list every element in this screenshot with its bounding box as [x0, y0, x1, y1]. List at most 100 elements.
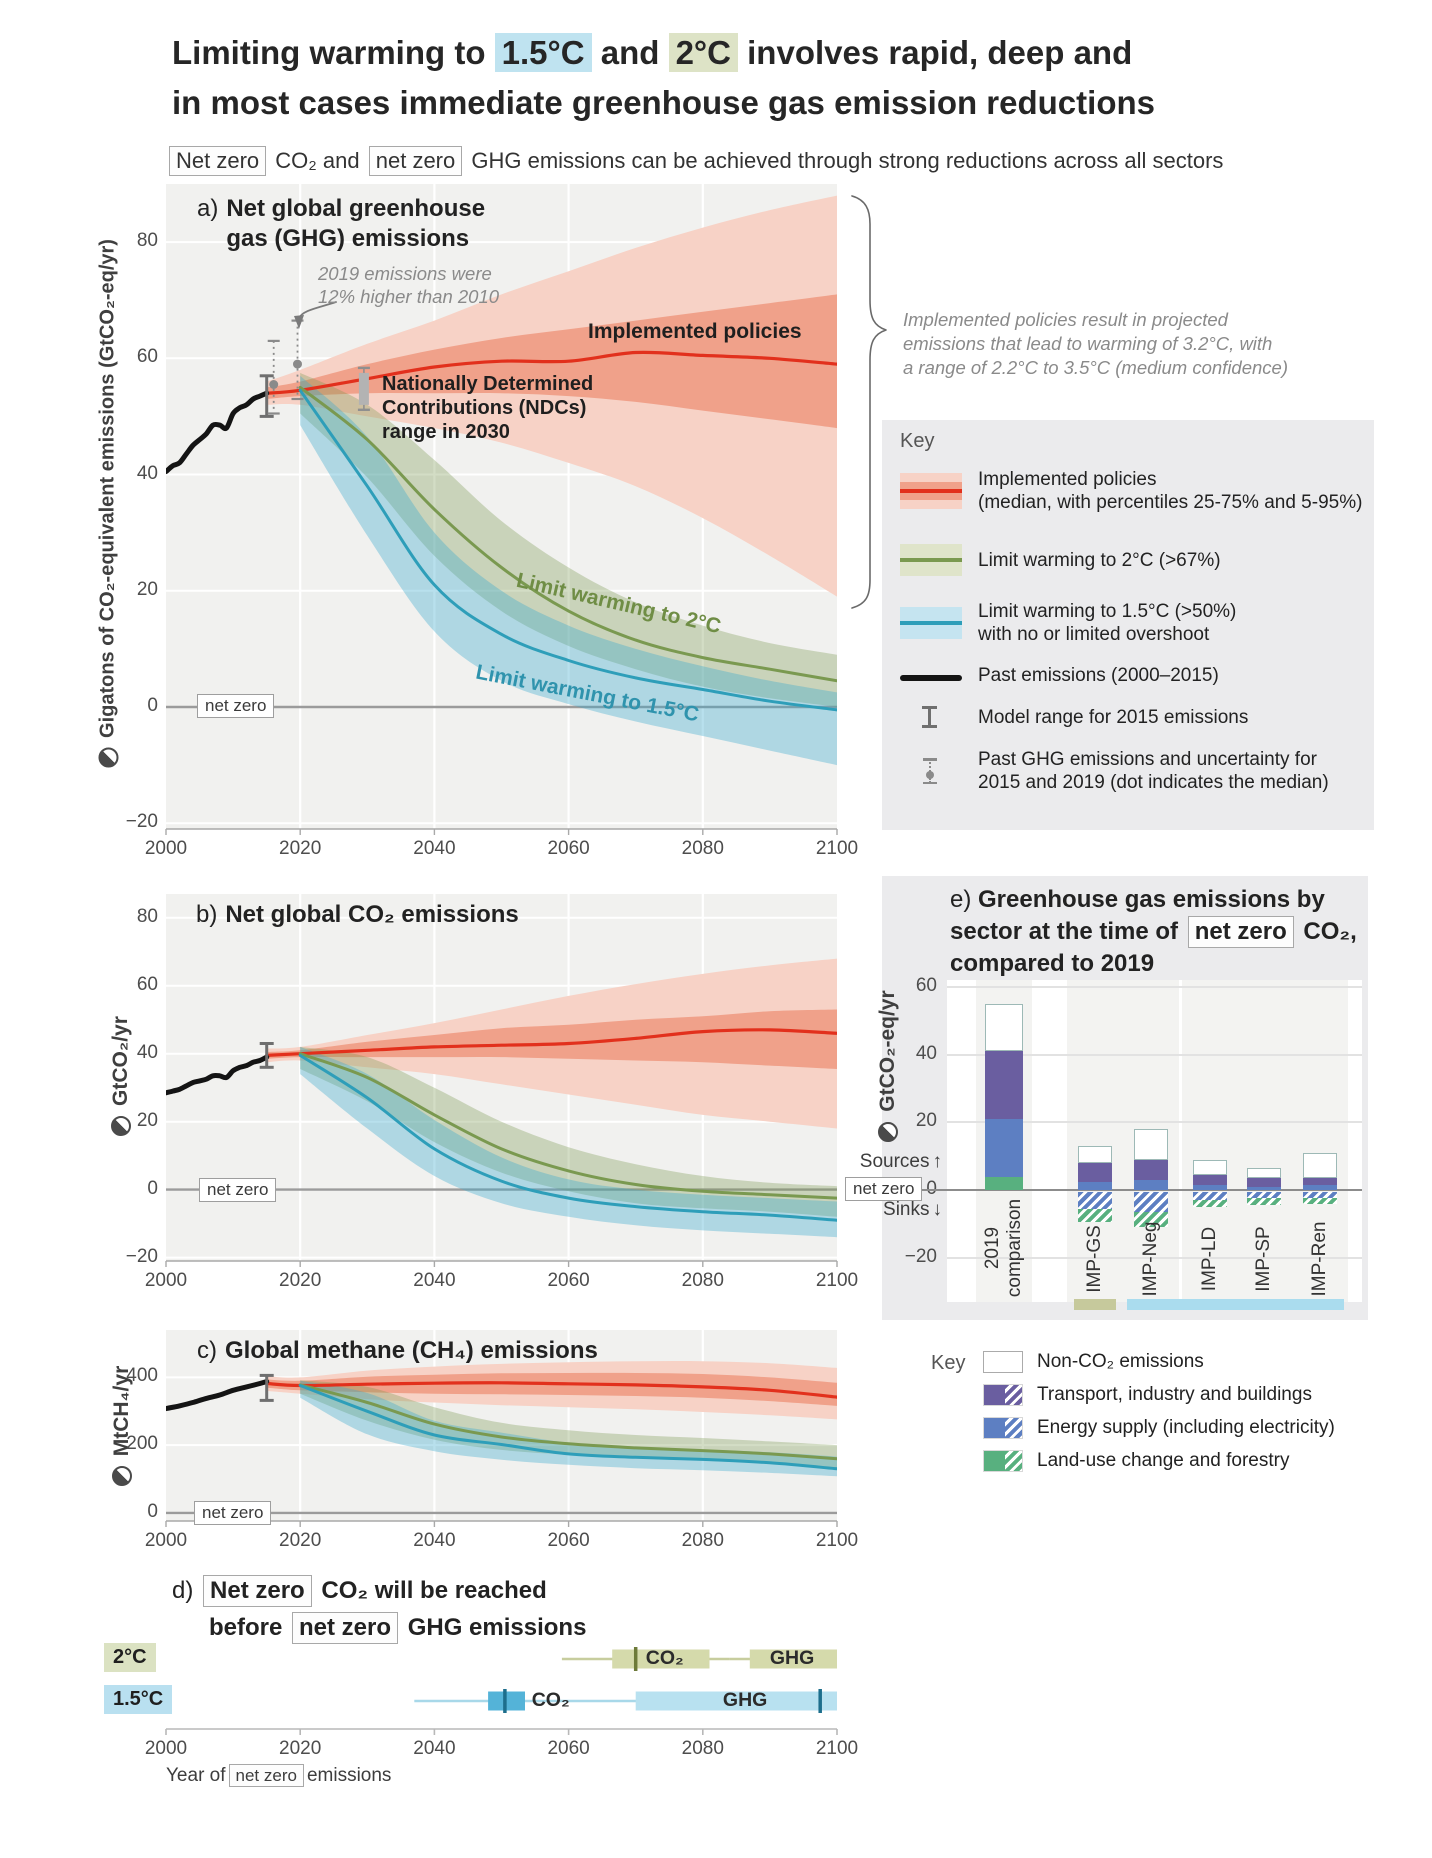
arrow-down-icon: ↓: [932, 1199, 943, 1220]
row-chip-2c: 2°C: [104, 1643, 156, 1672]
panel-d-title-text: CO₂ will be reached: [314, 1577, 547, 1604]
bar-segment-landuse-removal: [1247, 1198, 1281, 1206]
x-tick-label: 2020: [279, 1738, 322, 1759]
ndc-label: Nationally Determined Contributions (NDC…: [382, 373, 594, 443]
key-legend: Key Implemented policies (median, with p…: [882, 420, 1374, 830]
title-text-line2: in most cases immediate greenhouse gas e…: [172, 84, 1155, 121]
landuse-swatch-icon: [983, 1449, 1023, 1472]
x-tick-label: 2100: [815, 1738, 859, 1759]
x-tick-label: 2000: [144, 1530, 188, 1551]
panel-a-y-axis-text: Gigatons of CO₂-equivalent emissions (Gt…: [96, 239, 119, 738]
bar-segment-nonco2: [1193, 1159, 1227, 1175]
net-zero-badge: net zero: [368, 146, 463, 176]
key-item-text: Past emissions (2000–2015): [978, 664, 1219, 686]
title-text: and: [591, 34, 669, 71]
bar-segment-energy: [985, 1118, 1023, 1177]
panel-e-key-item: Non-CO₂ emissions: [983, 1350, 1335, 1373]
bar-segment-landuse-removal: [1193, 1200, 1227, 1207]
panel-e-key-text: Energy supply (including electricity): [1037, 1417, 1335, 1438]
y-tick-label: 400: [126, 1365, 158, 1387]
panel-c-label: c): [197, 1337, 217, 1364]
x-tick-label: 2060: [547, 838, 590, 859]
gridline: [947, 1121, 1362, 1124]
gridline: [947, 985, 1362, 988]
panel-d-title-text: GHG emissions: [401, 1614, 587, 1641]
key-item: Limit warming to 1.5°C (>50%) with no or…: [900, 600, 1236, 646]
sinks-text: Sinks: [883, 1199, 930, 1220]
model-range-swatch-icon: [900, 702, 962, 732]
panel-d-caption: Year of net zero emissions: [166, 1764, 391, 1788]
bar-segment-energy-removal: [1303, 1191, 1337, 1199]
bar-segment-energy: [1078, 1181, 1112, 1191]
panel-e-label: e): [950, 886, 979, 913]
bar-label: 2019 comparison: [982, 1198, 1025, 1298]
x-tick-label: 2100: [815, 838, 859, 859]
pathway-strip-1p5c: [1127, 1299, 1344, 1310]
y-tick-label: 80: [136, 905, 158, 927]
panel-c-title: c) Global methane (CH₄) emissions: [197, 1336, 598, 1366]
x-tick-label: 2100: [815, 1530, 859, 1551]
emissions-icon: [112, 1466, 132, 1487]
bar-column-band: [1182, 980, 1238, 1302]
bar-label: IMP-Neg: [1140, 1221, 1161, 1297]
black-line-swatch-icon: [900, 660, 962, 690]
bar-segment-energy-removal: [1193, 1191, 1227, 1201]
panel-e-title-text: CO₂, compared to 2019: [950, 918, 1357, 977]
bar-segment-nonco2: [1303, 1152, 1337, 1179]
x-tick-label: 2020: [279, 1270, 322, 1291]
gridline: [947, 1053, 1362, 1056]
y-tick-label: 20: [136, 578, 158, 600]
bar-segment-transport: [1303, 1178, 1337, 1186]
x-tick-label: 2000: [144, 1270, 188, 1291]
panel-e-key-text: Land-use change and forestry: [1037, 1450, 1290, 1471]
x-tick-label: 2080: [681, 1738, 724, 1759]
bar-segment-landuse-removal: [1303, 1198, 1337, 1204]
x-tick-label: 2040: [413, 1270, 456, 1291]
key-item: Past emissions (2000–2015): [900, 660, 1219, 690]
bar-label: IMP-LD: [1199, 1226, 1220, 1292]
panel-e-key-title: Key: [931, 1352, 966, 1374]
nonco2-swatch-icon: [983, 1350, 1023, 1373]
sinks-label: Sinks ↓: [846, 1199, 942, 1221]
net-zero-badge: Net zero: [169, 146, 267, 176]
key-item-text: Limit warming to 2°C (>67%): [978, 549, 1221, 571]
sources-text: Sources: [859, 1151, 930, 1172]
panel-e-key-item: Energy supply (including electricity): [983, 1416, 1335, 1439]
key-item-text: Implemented policies (median, with perce…: [978, 469, 1363, 513]
y-tick-label: 60: [915, 974, 937, 996]
bar-segment-transport: [1193, 1174, 1227, 1186]
net-zero-box-a: net zero: [197, 694, 275, 718]
y-tick-label: 80: [136, 230, 158, 252]
blue-band-swatch-icon: [900, 605, 962, 641]
bar-segment-transport: [1134, 1159, 1168, 1180]
key-item-text: Limit warming to 1.5°C (>50%) with no or…: [978, 601, 1237, 645]
key-item: Past GHG emissions and uncertainty for 2…: [900, 748, 1329, 794]
bar-segment-transport: [985, 1051, 1023, 1119]
emissions-icon: [98, 747, 118, 768]
y-tick-label: 60: [136, 346, 158, 368]
bar-segment-energy-removal: [1134, 1191, 1168, 1212]
bar-label: IMP-SP: [1253, 1226, 1274, 1292]
panel-a-y-axis-label: Gigatons of CO₂-equivalent emissions (Gt…: [97, 194, 120, 814]
x-tick-label: 2080: [681, 1270, 724, 1291]
dotted-range-swatch-icon: [900, 756, 962, 786]
caption-text: Year of: [166, 1765, 226, 1786]
bar-label: IMP-GS: [1084, 1225, 1105, 1293]
panel-b-title-text: Net global CO₂ emissions: [225, 901, 519, 928]
x-tick-label: 2020: [279, 1530, 322, 1551]
panel-a-title-text: Net global greenhouse gas (GHG) emission…: [226, 195, 486, 252]
x-tick-label: 2060: [547, 1270, 590, 1291]
panel-b-title: b) Net global CO₂ emissions: [196, 900, 519, 930]
bar-segment-energy: [1247, 1186, 1281, 1191]
panel-e-key-text: Non-CO₂ emissions: [1037, 1351, 1204, 1372]
key-item-text: Past GHG emissions and uncertainty for 2…: [978, 749, 1329, 793]
title-text: Limiting warming to: [172, 34, 495, 71]
y-tick-label: 40: [136, 1041, 158, 1063]
bar-segment-landuse-removal: [1078, 1208, 1112, 1223]
bar-segment-landuse-removal: [1134, 1211, 1168, 1228]
y-tick-label: 200: [126, 1433, 158, 1455]
panel-d-title-line2: before net zero GHG emissions: [209, 1609, 586, 1646]
net-zero-badge: Net zero: [203, 1575, 312, 1607]
